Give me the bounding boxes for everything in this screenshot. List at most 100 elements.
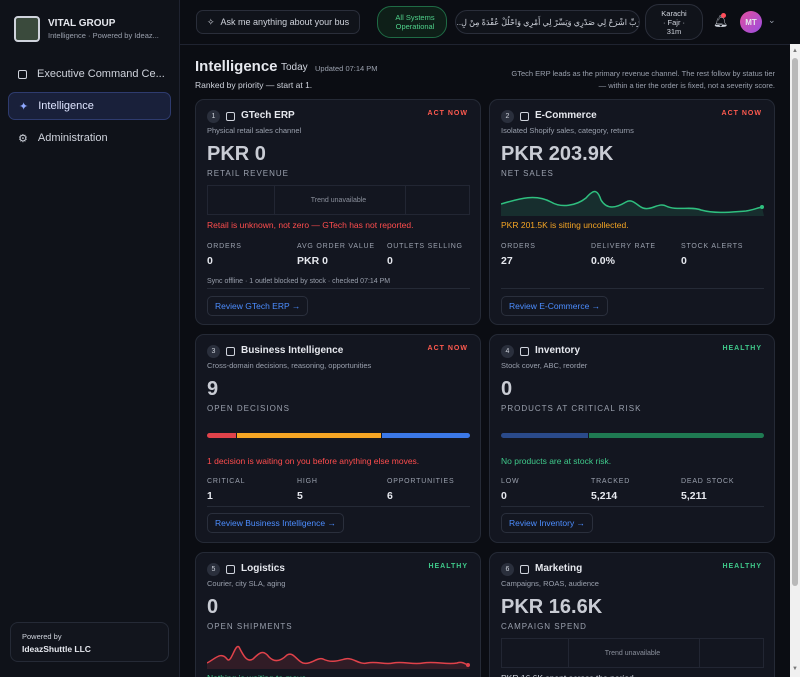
nav-label: Administration bbox=[37, 132, 108, 144]
card-subtitle: Physical retail sales channel bbox=[207, 126, 302, 135]
sparkline bbox=[207, 645, 470, 669]
subtitle: Ranked by priority — start at 1. bbox=[195, 80, 313, 90]
nav-label: Intelligence bbox=[38, 100, 94, 112]
icon bbox=[226, 112, 235, 121]
review-button[interactable]: Review E-Commerce → bbox=[501, 296, 609, 316]
status-pill: All Systems Operational bbox=[377, 6, 447, 38]
card-title: Logistics bbox=[241, 563, 285, 574]
card: 3 Business Intelligence ACT NOW Cross-domai… bbox=[195, 334, 481, 543]
metric-label: HIGH bbox=[297, 478, 318, 485]
kpi-label: NET SALES bbox=[501, 169, 554, 178]
trend-box: Trend unavailable bbox=[501, 638, 764, 668]
alert: 1 decision is waiting on you before anyt… bbox=[207, 456, 420, 466]
scrollbar[interactable]: ▲ ▼ bbox=[790, 44, 800, 677]
trend-divider bbox=[568, 639, 569, 667]
metric-label: ORDERS bbox=[207, 243, 242, 250]
chevron[interactable]: ⌄ bbox=[768, 15, 776, 25]
review-button[interactable]: Review GTech ERP → bbox=[207, 296, 309, 316]
main: ✧ Ask me anything about your bus All Syst… bbox=[180, 0, 800, 677]
bar-segment bbox=[207, 433, 236, 438]
divider bbox=[501, 506, 764, 507]
nav-item[interactable]: ⚙ Administration bbox=[8, 124, 171, 152]
rank: 5 bbox=[207, 563, 220, 576]
nav-item[interactable]: ✦ Intelligence bbox=[8, 92, 171, 120]
header-note: GTech ERP leads as the primary revenue c… bbox=[511, 69, 775, 90]
alert: PKR 201.5K is sitting uncollected. bbox=[501, 220, 629, 230]
card-subtitle: Stock cover, ABC, reorder bbox=[501, 361, 588, 370]
trend-text: Trend unavailable bbox=[604, 649, 661, 657]
metric-label: STOCK ALERTS bbox=[681, 243, 744, 250]
trend-divider bbox=[699, 639, 700, 667]
spark-line bbox=[501, 190, 763, 214]
kpi-value: PKR 0 bbox=[207, 143, 266, 165]
card-title: E-Commerce bbox=[535, 110, 597, 121]
status: ACT NOW bbox=[427, 110, 468, 117]
status: HEALTHY bbox=[722, 563, 762, 570]
scroll-up[interactable]: ▲ bbox=[792, 48, 798, 54]
bar-segment bbox=[589, 433, 764, 438]
icon: ✦ bbox=[19, 100, 29, 113]
kpi-label: OPEN SHIPMENTS bbox=[207, 622, 293, 631]
alert: No products are at stock risk. bbox=[501, 456, 612, 466]
metric-value: 0 bbox=[207, 255, 213, 267]
metric-value: 0 bbox=[387, 255, 393, 267]
nav-label: Executive Command Ce... bbox=[37, 68, 165, 80]
tagline: Intelligence · Powered by Ideaz... bbox=[48, 31, 159, 40]
icon bbox=[520, 565, 529, 574]
kpi-label: RETAIL REVENUE bbox=[207, 169, 290, 178]
metric-value: 5,211 bbox=[681, 490, 707, 502]
metric-value: 0 bbox=[501, 490, 507, 502]
icon: ✧ bbox=[207, 16, 215, 27]
metric-label: OUTLETS SELLING bbox=[387, 243, 463, 250]
metric-value: 27 bbox=[501, 255, 513, 267]
card-title: GTech ERP bbox=[241, 110, 295, 121]
kpi-value: 0 bbox=[501, 378, 513, 400]
metric-value: 5 bbox=[297, 490, 303, 502]
card-subtitle: Courier, city SLA, aging bbox=[207, 579, 286, 588]
trend-divider bbox=[405, 186, 406, 214]
review-button[interactable]: Review Business Intelligence → bbox=[207, 513, 344, 533]
divider bbox=[207, 288, 470, 289]
kpi-value: PKR 16.6K bbox=[501, 596, 603, 618]
metric-label: TRACKED bbox=[591, 478, 631, 485]
scroll-thumb[interactable] bbox=[792, 58, 798, 586]
scroll-down[interactable]: ▼ bbox=[792, 666, 798, 672]
metric-value: 5,214 bbox=[591, 490, 618, 502]
verse-text: رَبِّ اشْرَحْ لِي صَدْرِي وَيَسِّرْ لِي … bbox=[455, 17, 640, 27]
card-title: Business Intelligence bbox=[241, 345, 344, 356]
updated: Updated 07:14 PM bbox=[315, 64, 378, 73]
icon bbox=[18, 69, 27, 79]
today: Today bbox=[281, 62, 308, 73]
metric-value: 6 bbox=[387, 490, 393, 502]
card-title: Inventory bbox=[535, 345, 581, 356]
metric-label: DELIVERY RATE bbox=[591, 243, 656, 250]
avatar[interactable]: MT bbox=[740, 11, 762, 33]
review-button[interactable]: Review Inventory → bbox=[501, 513, 594, 533]
divider bbox=[207, 506, 470, 507]
verse: رَبِّ اشْرَحْ لِي صَدْرِي وَيَسِّرْ لِي … bbox=[455, 10, 640, 34]
footer-company: IdeazShuttle LLC bbox=[22, 644, 91, 654]
status: ACT NOW bbox=[427, 345, 468, 352]
card-subtitle: Isolated Shopify sales, category, return… bbox=[501, 126, 634, 135]
prayer: Karachi · Fajr · 31m bbox=[645, 4, 703, 40]
card-subtitle: Cross-domain decisions, reasoning, oppor… bbox=[207, 361, 372, 370]
prayer-text: Karachi · Fajr · 31m bbox=[661, 8, 687, 36]
trend-divider bbox=[274, 186, 275, 214]
bell[interactable]: 🔔︎ bbox=[713, 13, 729, 28]
bar-segment bbox=[382, 433, 470, 438]
sidebar: VITAL GROUP Intelligence · Powered by Id… bbox=[0, 0, 180, 677]
sparkline bbox=[501, 190, 764, 216]
icon bbox=[520, 347, 529, 356]
nav-item[interactable]: Executive Command Ce... bbox=[8, 60, 171, 88]
status: HEALTHY bbox=[722, 345, 762, 352]
status: HEALTHY bbox=[428, 563, 468, 570]
metric-label: OPPORTUNITIES bbox=[387, 478, 455, 485]
footnote: Sync offline · 1 outlet blocked by stock… bbox=[207, 278, 391, 285]
alert: Retail is unknown, not zero — GTech has … bbox=[207, 220, 414, 230]
search-text: Ask me anything about your bus bbox=[220, 17, 350, 27]
card: 2 E-Commerce ACT NOW Isolated Shopify sales… bbox=[489, 99, 775, 325]
card: 6 Marketing HEALTHY Campaigns, ROAS, audien… bbox=[489, 552, 775, 677]
rank: 2 bbox=[501, 110, 514, 123]
search[interactable]: ✧ Ask me anything about your bus bbox=[196, 10, 360, 34]
